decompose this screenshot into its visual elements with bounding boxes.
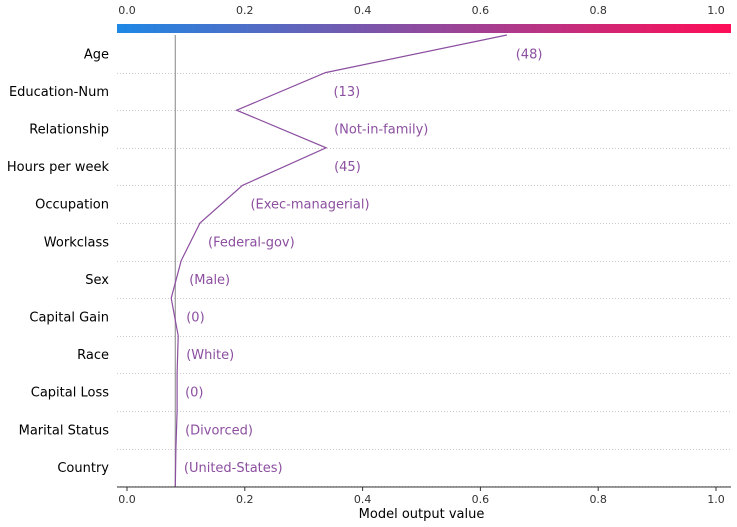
feature-value-label: (Federal-gov) — [208, 235, 295, 250]
top-tick-label: 0.0 — [118, 4, 136, 17]
top-tick-label: 0.2 — [236, 4, 254, 17]
top-axis: 0.0 0.2 0.4 0.6 0.8 1.0 — [118, 4, 725, 17]
decision-line — [170, 34, 508, 488]
bottom-tick-label: 0.6 — [472, 493, 490, 506]
feature-labels: Age Education-Num Relationship Hours per we… — [7, 47, 110, 476]
feature-label: Workclass — [44, 235, 109, 250]
top-tick-label: 0.6 — [472, 4, 490, 17]
feature-value-label: (45) — [334, 160, 361, 175]
x-axis-label: Model output value — [359, 507, 485, 522]
feature-label: Marital Status — [19, 423, 110, 438]
feature-value-label: (Exec-managerial) — [250, 198, 369, 213]
top-tick-label: 0.8 — [589, 4, 607, 17]
feature-label: Education-Num — [9, 85, 109, 100]
feature-value-label: (White) — [186, 348, 234, 363]
feature-value-label: (0) — [186, 311, 204, 326]
feature-label: Capital Gain — [29, 311, 109, 326]
bottom-tick-label: 0.2 — [236, 493, 254, 506]
colorbar — [117, 24, 731, 33]
feature-label: Sex — [85, 273, 109, 288]
bottom-tick-label: 0.4 — [354, 493, 372, 506]
feature-value-label: (Male) — [189, 273, 230, 288]
feature-value-label: (48) — [516, 47, 543, 62]
feature-label: Capital Loss — [31, 386, 109, 401]
feature-value-label: (13) — [333, 85, 360, 100]
feature-label: Relationship — [29, 123, 109, 138]
feature-value-label: (0) — [185, 386, 203, 401]
feature-value-label: (United-States) — [184, 461, 283, 476]
top-tick-label: 1.0 — [707, 4, 725, 17]
bottom-axis: 0.0 0.2 0.4 0.6 0.8 1.0 — [118, 487, 725, 506]
bottom-tick-label: 0.0 — [118, 493, 136, 506]
feature-label: Occupation — [35, 198, 109, 213]
feature-label: Age — [84, 47, 109, 62]
feature-value-label: (Divorced) — [185, 423, 253, 438]
feature-value-label: (Not-in-family) — [334, 123, 428, 138]
top-tick-label: 0.4 — [354, 4, 372, 17]
bottom-tick-label: 1.0 — [707, 493, 725, 506]
feature-label: Hours per week — [7, 160, 110, 175]
feature-label: Country — [57, 461, 109, 476]
value-labels: (48) (13) (Not-in-family) (45) (Exec-manager… — [184, 47, 543, 476]
bottom-tick-label: 0.8 — [589, 493, 607, 506]
feature-label: Race — [77, 348, 109, 363]
